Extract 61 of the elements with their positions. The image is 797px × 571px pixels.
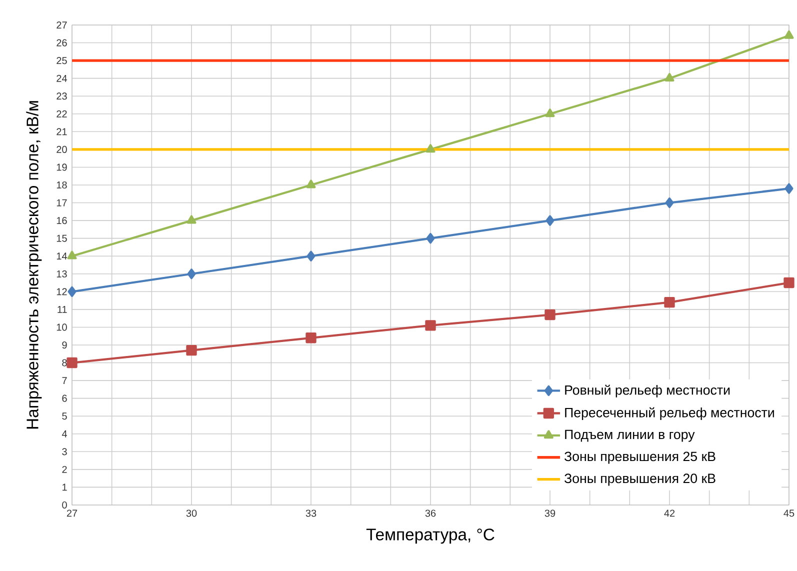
y-tick-label: 1 bbox=[62, 484, 67, 491]
y-tick-label: 7 bbox=[62, 377, 67, 384]
y-tick-label: 15 bbox=[56, 234, 67, 242]
x-tick-label: 42 bbox=[664, 510, 675, 517]
point bbox=[664, 72, 674, 82]
legend-label: Зоны превышения 25 кВ bbox=[564, 452, 716, 464]
x-tick-label: 30 bbox=[186, 510, 197, 517]
y-tick-label: 14 bbox=[56, 252, 68, 260]
point bbox=[544, 309, 556, 320]
point bbox=[306, 180, 316, 188]
y-tick-label: 26 bbox=[56, 39, 67, 46]
y-tick-label: 9 bbox=[62, 341, 67, 349]
legend-label: Пересеченный рельеф местности bbox=[565, 407, 774, 420]
point bbox=[67, 250, 77, 260]
y-tick-label: 10 bbox=[56, 324, 67, 331]
legend-label: Ровный рельеф местности bbox=[565, 384, 730, 398]
y-tick-label: 25 bbox=[56, 57, 67, 64]
point bbox=[545, 108, 555, 118]
x-axis-title: Температура, °C bbox=[366, 528, 494, 544]
point bbox=[68, 286, 76, 297]
point bbox=[664, 296, 675, 308]
point bbox=[187, 268, 196, 280]
point bbox=[426, 144, 436, 153]
point bbox=[306, 332, 316, 344]
y-tick-label: 22 bbox=[56, 110, 67, 118]
y-tick-label: 19 bbox=[56, 164, 67, 171]
y-tick-label: 16 bbox=[56, 217, 67, 224]
y-tick-label: 2 bbox=[62, 466, 67, 473]
y-tick-label: 11 bbox=[58, 306, 67, 313]
y-tick-label: 24 bbox=[56, 74, 68, 82]
y-tick-label: 21 bbox=[56, 128, 67, 136]
point bbox=[426, 232, 435, 244]
point bbox=[186, 344, 197, 356]
x-tick-label: 39 bbox=[544, 510, 556, 517]
y-tick-label: 27 bbox=[56, 22, 67, 28]
point bbox=[546, 215, 554, 226]
y-tick-label: 4 bbox=[62, 430, 68, 438]
y-axis-title: Напряженность электрического поле, кВ/м bbox=[26, 101, 42, 429]
point bbox=[186, 215, 196, 224]
point bbox=[784, 30, 794, 39]
point bbox=[784, 277, 794, 288]
y-tick-label: 18 bbox=[56, 181, 67, 189]
legend-label: Зоны превышения 20 кВ bbox=[564, 474, 716, 486]
point bbox=[784, 183, 794, 194]
y-tick-label: 0 bbox=[62, 501, 67, 509]
y-tick-label: 17 bbox=[56, 199, 67, 206]
y-tick-label: 23 bbox=[56, 92, 67, 100]
y-tick-label: 12 bbox=[56, 288, 67, 296]
y-tick-label: 13 bbox=[56, 270, 67, 278]
x-tick-label: 45 bbox=[784, 510, 794, 517]
point bbox=[425, 320, 436, 331]
y-tick-label: 3 bbox=[62, 448, 67, 456]
x-tick-label: 33 bbox=[306, 510, 316, 517]
x-tick-label: 36 bbox=[425, 510, 436, 517]
y-tick-label: 6 bbox=[62, 394, 67, 402]
y-tick-label: 20 bbox=[56, 146, 67, 153]
point bbox=[665, 197, 674, 208]
point bbox=[306, 250, 316, 262]
y-tick-label: 5 bbox=[62, 412, 67, 420]
legend-label: Подъем линии в гору bbox=[565, 430, 695, 442]
point bbox=[66, 357, 78, 368]
